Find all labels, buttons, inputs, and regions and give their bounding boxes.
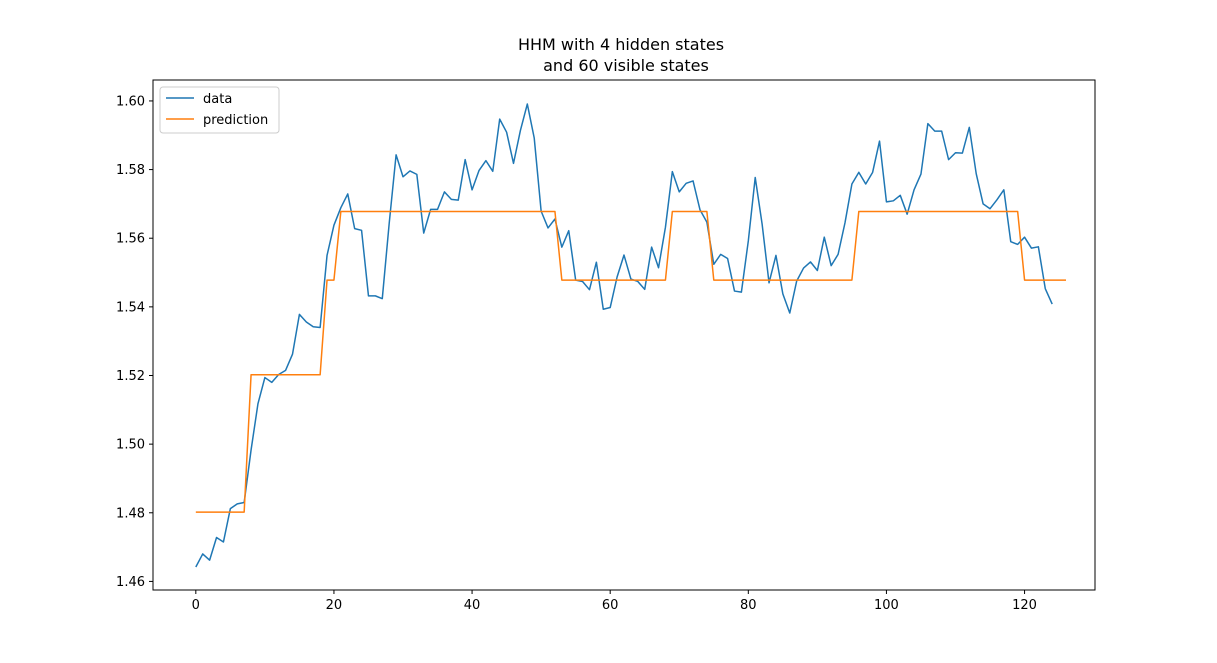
chart-title-line1: HHM with 4 hidden states <box>518 35 724 54</box>
y-tick-label: 1.58 <box>116 163 145 178</box>
plot-area-frame <box>152 79 1096 591</box>
x-tick-label: 0 <box>192 598 200 613</box>
legend: data prediction <box>159 86 280 134</box>
y-tick-label: 1.48 <box>116 506 145 521</box>
series-line-prediction <box>195 210 1066 513</box>
y-tick-label: 1.56 <box>116 232 145 247</box>
y-tick-label: 1.50 <box>116 438 145 453</box>
y-tick-label: 1.46 <box>116 575 145 590</box>
x-tick-label: 20 <box>326 598 343 613</box>
y-tick-label: 1.60 <box>116 94 145 109</box>
legend-label-data: data <box>203 92 232 107</box>
x-axis: 0 20 40 60 80 100 120 <box>192 590 1037 613</box>
legend-label-prediction: prediction <box>203 113 268 128</box>
x-tick-label: 60 <box>602 598 619 613</box>
chart-title-line2: and 60 visible states <box>543 56 709 75</box>
series-line-data <box>195 103 1053 568</box>
x-tick-label: 80 <box>740 598 757 613</box>
x-tick-label: 100 <box>874 598 899 613</box>
x-tick-label: 40 <box>464 598 481 613</box>
x-tick-label: 120 <box>1012 598 1037 613</box>
series-layer <box>195 103 1066 568</box>
y-tick-label: 1.54 <box>116 300 145 315</box>
y-tick-label: 1.52 <box>116 369 145 384</box>
y-axis: 1.46 1.48 1.50 1.52 1.54 1.56 1.58 1.60 <box>116 94 153 590</box>
